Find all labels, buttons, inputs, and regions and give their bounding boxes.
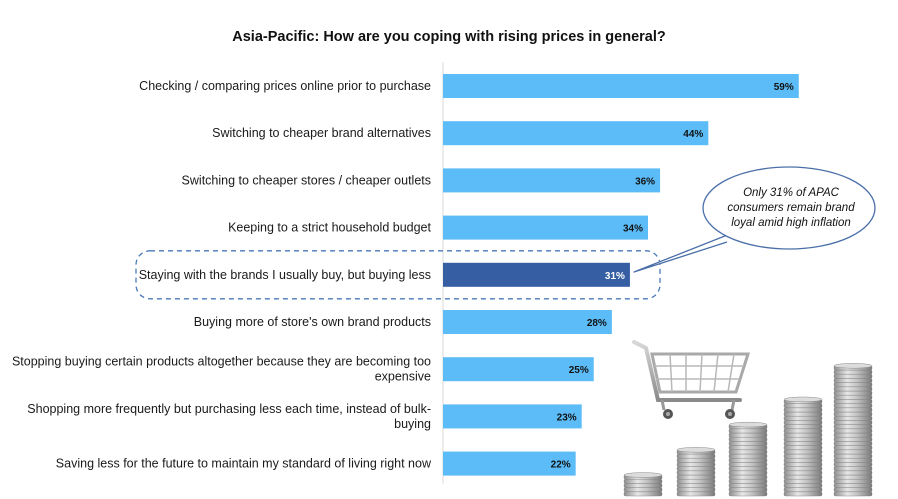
category-label: Staying with the brands I usually buy, b…: [139, 268, 431, 282]
callout-bubble-shape: [702, 166, 876, 250]
bar: [443, 121, 709, 146]
bar: [443, 168, 661, 193]
bar-value-label: 34%: [623, 224, 643, 235]
category-label: Switching to cheaper stores / cheaper ou…: [182, 173, 431, 187]
bar: [443, 262, 630, 287]
bar: [443, 310, 612, 334]
bar: [443, 451, 576, 476]
chart-title: Asia-Pacific: How are you coping with ri…: [232, 29, 666, 45]
shopping-cart-icon: [632, 340, 751, 419]
bar-value-label: 44%: [683, 129, 703, 140]
bar: [443, 74, 799, 98]
bar-value-label: 25%: [569, 365, 589, 376]
category-label: Switching to cheaper brand alternatives: [212, 126, 431, 140]
bar-value-label: 23%: [557, 412, 577, 423]
category-label: Checking / comparing prices online prior…: [139, 79, 431, 93]
category-label: Buying more of store's own brand product…: [194, 315, 431, 329]
highlight-box: [135, 250, 661, 300]
category-label: buying: [394, 417, 431, 431]
callout-bubble: Only 31% of APAC consumers remain brand …: [700, 164, 878, 256]
bar-value-label: 31%: [605, 271, 625, 282]
coin-stacks-icon: [623, 363, 873, 497]
category-label: Shopping more frequently but purchasing …: [27, 402, 431, 416]
category-label: Saving less for the future to maintain m…: [56, 457, 432, 471]
category-label: Stopping buying certain products altoget…: [12, 355, 431, 369]
bar: [443, 215, 649, 240]
bar: [443, 404, 582, 429]
category-label: Keeping to a strict household budget: [228, 221, 431, 235]
bar: [443, 357, 594, 382]
bar-value-label: 59%: [774, 82, 794, 93]
category-label: expensive: [375, 370, 431, 384]
bar-value-label: 36%: [635, 176, 655, 187]
bar-value-label: 22%: [551, 460, 571, 471]
callout-text: Only 31% of APAC consumers remain brand …: [727, 187, 855, 229]
callout-pointer: [633, 227, 746, 273]
shopping-cart-coins-illustration: [623, 340, 873, 497]
bar-value-label: 28%: [587, 318, 607, 329]
